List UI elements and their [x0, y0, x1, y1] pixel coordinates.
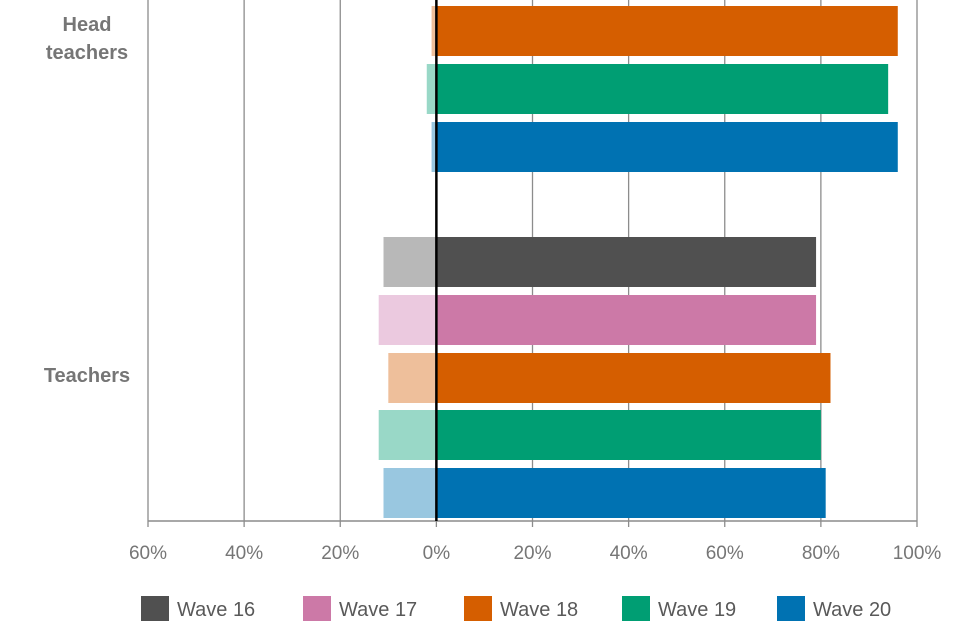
x-tick-label: 20% [321, 543, 359, 564]
x-tick-label: 60% [129, 543, 167, 564]
x-tick-label: 40% [610, 543, 648, 564]
legend-label-wave-20: Wave 20 [813, 599, 891, 621]
x-tick-label: 40% [225, 543, 263, 564]
bar-negative-teachers-wave-19 [378, 410, 437, 460]
axes [147, 0, 918, 527]
x-tick-label: 20% [513, 543, 551, 564]
bar-positive-head-teachers-wave-18 [436, 6, 898, 56]
bar-negative-head-teachers-wave-18 [431, 6, 437, 56]
legend-swatch-wave-19 [622, 596, 650, 621]
legend: Wave 16 Wave 17 Wave 18 Wave 19 Wave 20 [141, 596, 891, 621]
legend-label-wave-18: Wave 18 [500, 599, 578, 621]
legend-label-wave-17: Wave 17 [339, 599, 417, 621]
bar-positive-head-teachers-wave-20 [436, 122, 898, 172]
legend-swatch-wave-18 [464, 596, 492, 621]
bar-positive-head-teachers-wave-19 [436, 64, 889, 114]
legend-label-wave-16: Wave 16 [177, 599, 255, 621]
legend-swatch-wave-20 [777, 596, 805, 621]
legend-swatch-wave-16 [141, 596, 169, 621]
x-tick-label: 60% [706, 543, 744, 564]
legend-label-wave-19: Wave 19 [658, 599, 736, 621]
group-label-head: Head [63, 14, 112, 36]
bar-positive-teachers-wave-16 [436, 237, 817, 287]
group-labels: Head teachers Teachers [44, 14, 130, 387]
group-label-teachers: Teachers [44, 365, 130, 387]
group-label-teachers: teachers [46, 42, 128, 64]
bar-negative-head-teachers-wave-20 [431, 122, 437, 172]
bar-negative-teachers-wave-18 [388, 353, 437, 403]
legend-swatch-wave-17 [303, 596, 331, 621]
bar-positive-teachers-wave-19 [436, 410, 821, 460]
bar-positive-teachers-wave-20 [436, 468, 826, 518]
bar-negative-teachers-wave-16 [383, 237, 437, 287]
x-tick-label: 0% [423, 543, 451, 564]
bar-positive-teachers-wave-17 [436, 295, 817, 345]
x-tick-label: 100% [893, 543, 942, 564]
x-tick-labels: 60% 40% 20% 0% 20% 40% 60% 80% 100% [129, 543, 941, 564]
x-tick-label: 80% [802, 543, 840, 564]
bar-positive-teachers-wave-18 [436, 353, 831, 403]
bar-negative-teachers-wave-17 [378, 295, 437, 345]
bar-negative-head-teachers-wave-19 [426, 64, 437, 114]
bars [378, 6, 898, 518]
bar-negative-teachers-wave-20 [383, 468, 437, 518]
